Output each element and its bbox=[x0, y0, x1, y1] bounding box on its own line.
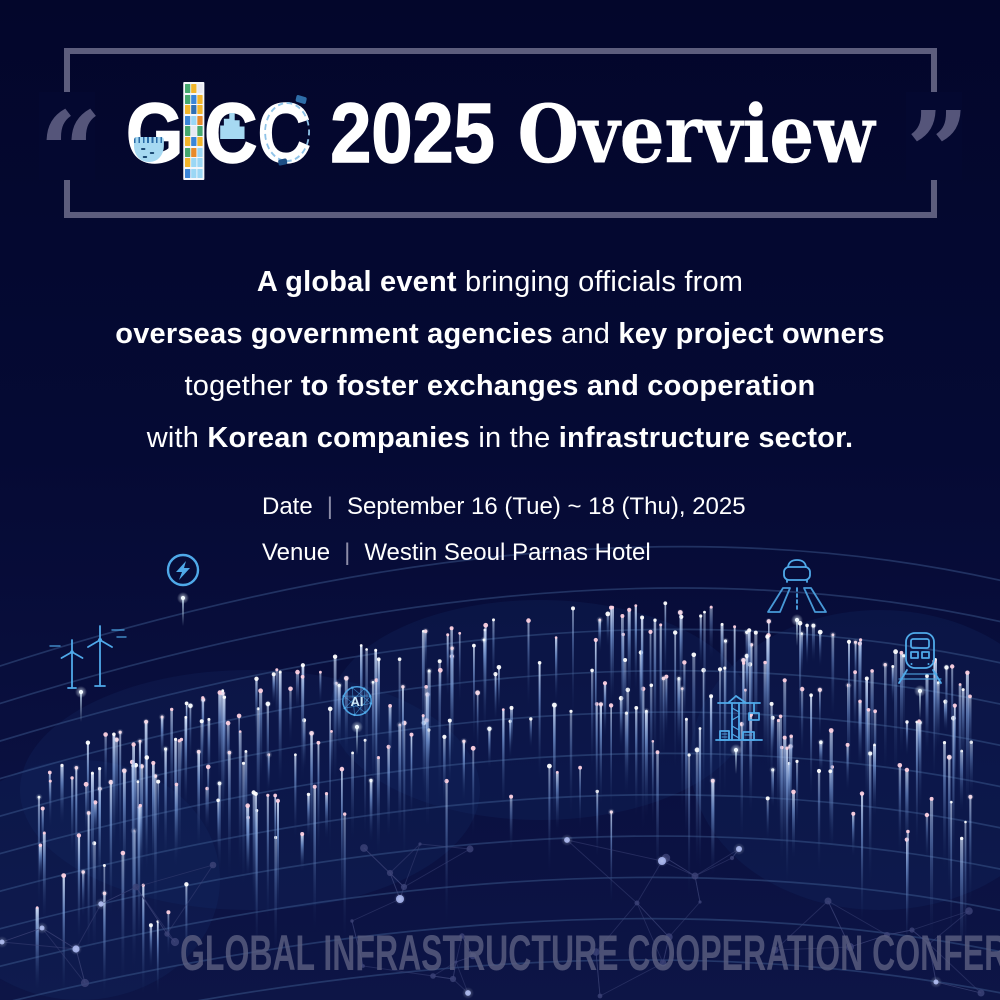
description-text: and bbox=[552, 318, 619, 350]
footer-banner: GLOBAL INFRASTRUCTURE COOPERATION CONFER… bbox=[180, 925, 1000, 981]
globe-arcs bbox=[0, 545, 1000, 1000]
title-letter-c2: C bbox=[257, 86, 312, 180]
venue-value: Westin Seoul Parnas Hotel bbox=[364, 539, 651, 566]
highway-car-icon bbox=[767, 559, 827, 646]
description-bold-text: key project owners bbox=[618, 318, 885, 350]
train-icon bbox=[898, 632, 942, 719]
separator: | bbox=[326, 493, 333, 520]
description-line: together to foster exchanges and coopera… bbox=[0, 360, 1000, 412]
car-decoration bbox=[295, 94, 308, 105]
ai-icon: AI bbox=[342, 686, 373, 755]
city-light-bars bbox=[35, 601, 975, 995]
title-letter-g: G bbox=[125, 86, 184, 180]
description-line: with Korean companies in the infrastruct… bbox=[0, 412, 1000, 464]
close-quote-mark: ” bbox=[906, 92, 969, 212]
construction-crane-icon bbox=[715, 695, 763, 774]
letter-c-city-decoration bbox=[220, 113, 245, 139]
building-windows-decoration bbox=[183, 82, 205, 180]
title-letter-i-building: I bbox=[183, 82, 205, 180]
description-bold-text: to foster exchanges and cooperation bbox=[300, 370, 816, 402]
letter-c-road-decoration bbox=[264, 94, 311, 166]
lightning-icon bbox=[166, 553, 200, 626]
date-label: Date bbox=[262, 493, 313, 520]
description-text: bringing officials from bbox=[456, 266, 744, 298]
page-title: GICC 2025 Overview bbox=[125, 82, 875, 181]
detail-row-date: Date | September 16 (Tue) ~ 18 (Thu), 2025 bbox=[262, 484, 746, 530]
title-gicc-wordmark: GICC bbox=[125, 82, 312, 180]
infrastructure-icons: AI bbox=[49, 553, 942, 774]
description-line: overseas government agencies and key pro… bbox=[0, 308, 1000, 360]
title-letter-c1: C bbox=[204, 86, 259, 180]
description-bold-text: infrastructure sector. bbox=[558, 422, 854, 454]
description-text: with bbox=[146, 422, 208, 454]
description-line: A global event bringing officials from bbox=[0, 256, 1000, 308]
event-description: A global event bringing officials from ov… bbox=[0, 256, 1000, 464]
title-frame: “ ” GICC 2025 Overview bbox=[39, 48, 969, 218]
date-value: September 16 (Tue) ~ 18 (Thu), 2025 bbox=[346, 493, 746, 520]
wind-turbine-icon bbox=[49, 625, 127, 722]
title-overview: Overview bbox=[517, 87, 875, 181]
separator: | bbox=[344, 539, 351, 566]
letter-g-water-decoration bbox=[134, 137, 164, 162]
venue-label: Venue bbox=[262, 539, 331, 566]
description-bold-text: Korean companies bbox=[207, 422, 471, 454]
network-mesh bbox=[0, 834, 985, 999]
description-text: in the bbox=[470, 422, 559, 454]
title-year: 2025 bbox=[330, 86, 496, 180]
open-quote-glyph: “ bbox=[39, 87, 103, 216]
event-details: Date | September 16 (Tue) ~ 18 (Thu), 2025… bbox=[262, 484, 746, 576]
close-quote-glyph: ” bbox=[906, 87, 970, 216]
open-quote-mark: “ bbox=[39, 92, 102, 212]
ai-icon-label: AI bbox=[351, 694, 364, 709]
description-bold-text: A global event bbox=[256, 266, 457, 298]
description-bold-text: overseas government agencies bbox=[115, 318, 553, 350]
car-decoration bbox=[278, 158, 288, 166]
detail-row-venue: Venue | Westin Seoul Parnas Hotel bbox=[262, 530, 746, 576]
description-text: together bbox=[184, 370, 301, 402]
